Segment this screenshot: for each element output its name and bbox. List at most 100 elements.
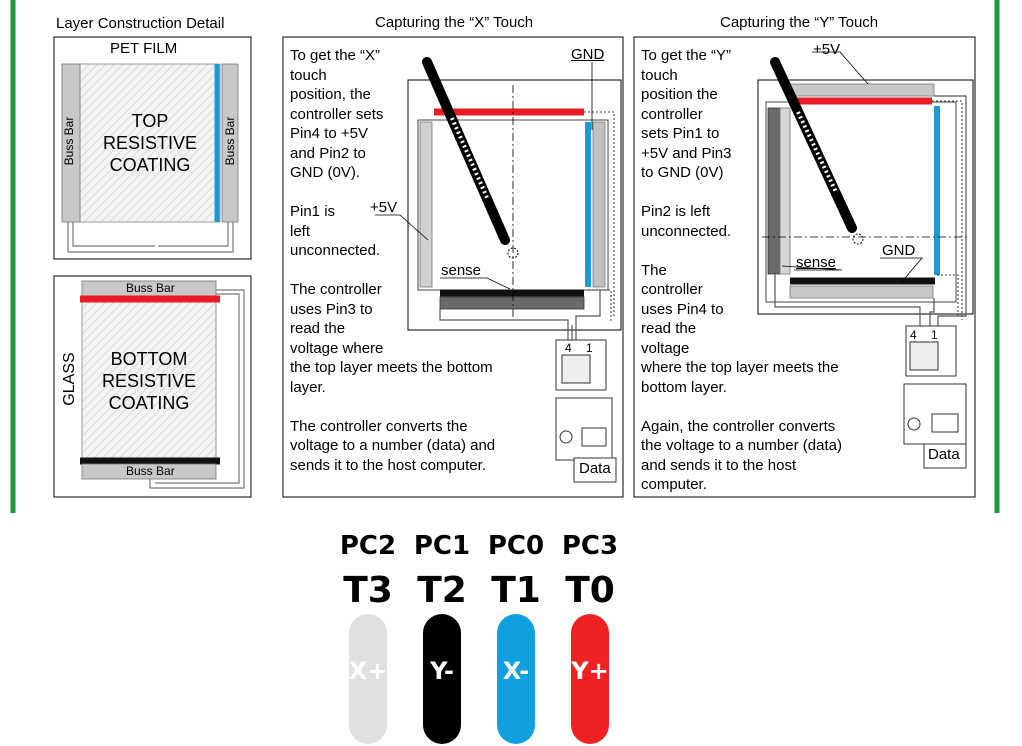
bottom-coating <box>81 299 217 461</box>
y-text-line: sets Pin1 to <box>641 125 720 142</box>
x-text-line: unconnected. <box>290 242 381 259</box>
x-pin-right-label: 1 <box>586 341 593 355</box>
x-text-line: To get the “X” <box>290 47 381 64</box>
y-lead-wires <box>774 95 967 330</box>
y-text-line <box>641 183 842 203</box>
y-gnd-label: GND <box>882 242 916 259</box>
wire-xplus <box>349 614 387 744</box>
x-left-gray-bar <box>419 121 433 288</box>
y-text-line: bottom layer. <box>641 378 727 396</box>
x-text-line: layer. <box>290 378 326 396</box>
y-data-box <box>923 443 967 469</box>
x-text-line: read the <box>290 320 346 337</box>
y-text-line: and sends it to the host <box>641 456 797 474</box>
y-sense-label: sense <box>796 254 837 271</box>
x-text-line: sends it to the host computer. <box>290 456 486 474</box>
y-text-line: Again, the controller converts <box>641 417 836 435</box>
x-5v-leader <box>375 214 429 241</box>
wire-shapes <box>349 614 609 744</box>
x-text-line <box>290 397 495 417</box>
bottom-lead-wires <box>149 289 245 489</box>
x-lead-wires <box>439 290 601 342</box>
x-touch-title: Capturing the “X” Touch <box>375 14 534 31</box>
top-bus-bar-left <box>61 63 81 223</box>
y-data-label: Data <box>928 446 960 463</box>
y-text-line: Pin2 is left <box>641 203 711 220</box>
bottom-coating-line-3: COATING <box>108 393 190 413</box>
x-text-line: controller sets <box>290 105 384 123</box>
y-text-line: uses Pin4 to <box>641 300 724 318</box>
wire-t-label: T3 <box>343 570 393 611</box>
bottom-bus-bottom-label: Buss Bar <box>126 464 175 478</box>
y-left-gray-bar <box>779 107 791 275</box>
glass-label: GLASS <box>61 352 78 406</box>
y-text-line: To get the “Y” <box>641 47 732 64</box>
wire-t-label: T0 <box>565 570 615 611</box>
y-sense-leader <box>781 265 843 271</box>
x-data-box <box>573 457 617 483</box>
x-sense-label: sense <box>441 262 482 279</box>
y-text-line: the voltage to a number (data) <box>641 437 842 454</box>
y-5v-label: +5V <box>813 41 841 58</box>
y-text-line: +5V and Pin3 <box>641 144 732 162</box>
x-5v-label: +5V <box>370 199 398 216</box>
bottom-coating-line-1: BOTTOM <box>110 349 188 369</box>
x-dark-plate <box>439 296 585 310</box>
y-text-line: The <box>641 261 667 279</box>
wire-xminus <box>497 614 535 744</box>
x-text-line: The controller converts the <box>290 417 468 435</box>
x-text-line: The controller <box>290 281 382 298</box>
wire-pc-label: PC0 <box>487 531 545 561</box>
y-lower-gray <box>789 285 934 299</box>
y-text-line: voltage <box>641 339 690 357</box>
y-text-line: to GND (0V) <box>641 164 724 181</box>
y-5v-leader <box>812 51 869 85</box>
x-text-line: GND (0V). <box>290 164 361 181</box>
wire-pc-label: PC1 <box>413 531 471 561</box>
y-description: To get the “Y” touch position the controlle… <box>641 46 842 495</box>
x-text-line: voltage where <box>290 339 384 357</box>
wire-t-label: T2 <box>417 570 467 611</box>
top-bus-left-label: Buss Bar <box>62 116 76 166</box>
x-description: To get the “X” touch position, the controll… <box>290 46 495 475</box>
y-text-line: where the top layer meets the <box>641 359 839 376</box>
wire-pc-label: PC3 <box>561 531 619 561</box>
x-text-line: left <box>290 222 311 240</box>
top-coating <box>79 63 221 223</box>
top-coating-line-1: TOP <box>131 111 169 131</box>
wire-signal-label: X+ <box>348 657 388 685</box>
x-connector-plug <box>561 354 591 384</box>
top-coating-line-3: COATING <box>109 155 191 175</box>
top-coating-line-2: RESISTIVE <box>102 133 198 153</box>
y-text-line: controller <box>641 281 703 298</box>
x-text-line: voltage to a number (data) and <box>290 437 496 454</box>
y-connector-plug <box>909 341 939 371</box>
x-pin-left-label: 4 <box>565 341 572 355</box>
wire-pc-label: PC2 <box>339 531 397 561</box>
x-text-line: position, the <box>290 86 371 103</box>
x-text-line: uses Pin3 to <box>290 300 373 318</box>
x-sense-leader <box>440 277 511 290</box>
x-text-line: and Pin2 to <box>290 144 366 162</box>
top-bus-bar-right <box>221 63 239 223</box>
x-text-line: the top layer meets the bottom <box>290 359 493 376</box>
top-lead-wires <box>67 222 234 253</box>
y-text-line: read the <box>641 320 697 337</box>
y-text-line: position the <box>641 86 718 103</box>
y-text-line: unconnected. <box>641 222 732 240</box>
wire-signal-label: Y- <box>430 657 454 685</box>
y-text-line: touch <box>641 66 678 84</box>
bottom-bus-bottom <box>81 463 217 480</box>
layer-title: Layer Construction Detail <box>56 15 225 32</box>
y-pin-right-label: 1 <box>931 328 938 342</box>
y-bottom-plate <box>765 101 957 303</box>
top-bus-right-label: Buss Bar <box>223 116 237 166</box>
wire-yminus <box>423 614 461 744</box>
x-dotted-wires <box>584 111 615 322</box>
wire-signal-label: Y+ <box>571 657 609 685</box>
y-text-line: controller <box>641 105 703 123</box>
y-touch-title: Capturing the “Y” Touch <box>720 14 879 31</box>
x-text-line: Pin1 is <box>290 203 336 220</box>
bottom-coating-line-2: RESISTIVE <box>101 371 197 391</box>
